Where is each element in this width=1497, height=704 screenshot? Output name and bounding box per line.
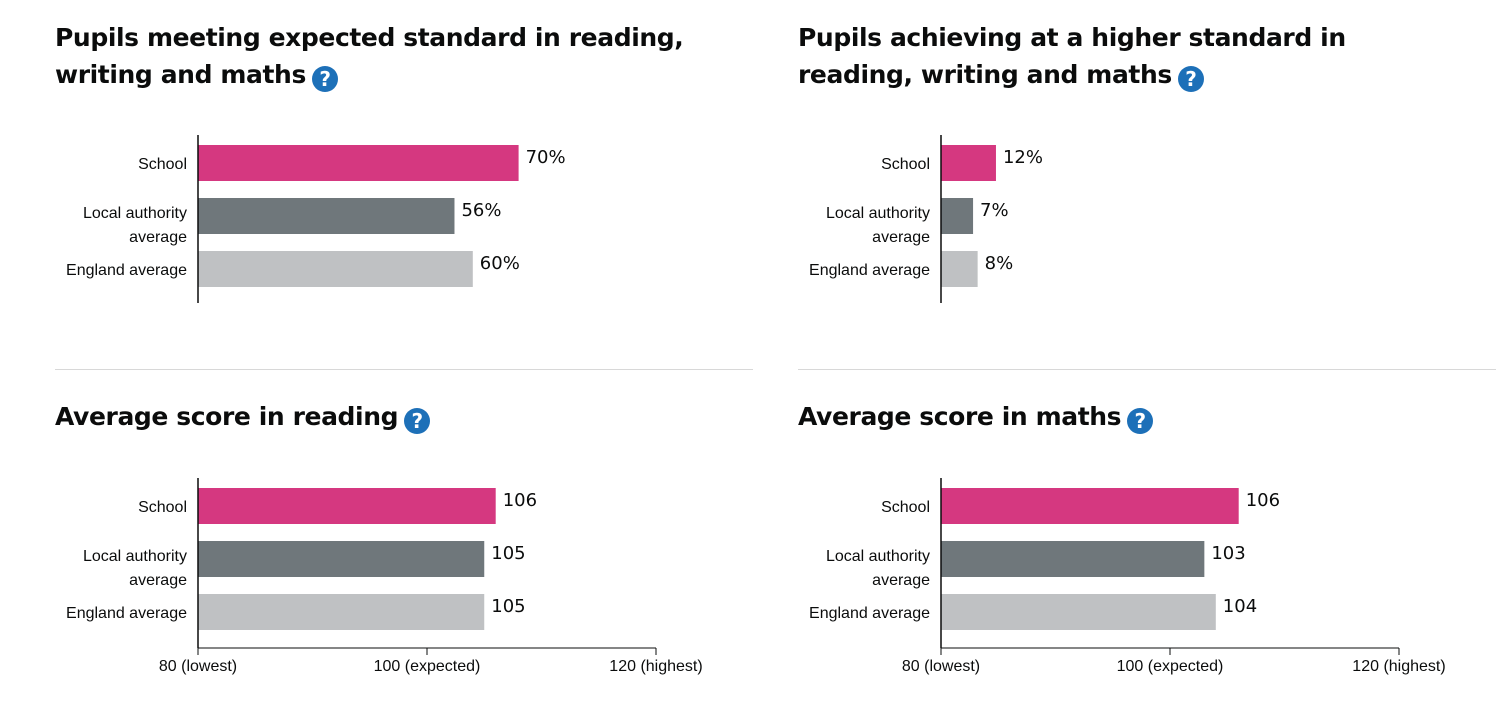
category-label: School — [881, 499, 930, 516]
panel-reading-score: Average score in reading? — [55, 398, 755, 435]
data-label: 12% — [1003, 147, 1043, 168]
help-icon[interactable]: ? — [1127, 408, 1154, 434]
panel-higher-standard: Pupils achieving at a higher standard in… — [798, 19, 1438, 93]
section-divider — [55, 369, 753, 370]
category-label: Local authority average — [826, 548, 930, 589]
data-label: 105 — [491, 543, 525, 564]
help-icon[interactable]: ? — [404, 408, 431, 434]
chart-expected-standard: 70% School 56% Local authority average 60% Eng… — [66, 135, 566, 303]
chart-higher-standard: 12% School 7% Local authority average 8% Engla… — [809, 135, 1043, 303]
category-label: School — [138, 499, 187, 516]
chart-reading-score: 106 School 105 Local authority average 105 Eng… — [66, 478, 703, 675]
x-tick-label: 120 (highest) — [1352, 658, 1445, 675]
bar-england — [941, 251, 978, 287]
x-tick-label: 120 (highest) — [609, 658, 702, 675]
category-label: England average — [809, 262, 930, 279]
data-label: 60% — [480, 253, 520, 274]
section-divider — [798, 369, 1496, 370]
bar-england — [941, 594, 1216, 630]
bar-school — [941, 488, 1239, 524]
category-label: Local authority average — [83, 548, 187, 589]
category-label: England average — [66, 262, 187, 279]
bar-school — [941, 145, 996, 181]
bar-school — [198, 488, 496, 524]
panel-title: Average score in reading? — [55, 398, 755, 435]
help-icon[interactable]: ? — [311, 66, 338, 92]
panel-title: Pupils meeting expected standard in read… — [55, 23, 684, 92]
panel-title: Average score in maths? — [798, 398, 1497, 435]
bar-england — [198, 594, 485, 630]
data-label: 56% — [461, 200, 501, 221]
panel-maths-score: Average score in maths? — [798, 398, 1497, 435]
x-tick-label: 100 (expected) — [1117, 658, 1224, 675]
chart-maths-score: 106 School 103 Local authority average 104 Eng… — [809, 478, 1446, 675]
data-label: 106 — [1246, 490, 1280, 511]
category-label: England average — [809, 605, 930, 622]
data-label: 70% — [526, 147, 566, 168]
bar-local-authority — [198, 541, 485, 577]
x-tick-label: 100 (expected) — [374, 658, 481, 675]
bar-local-authority — [198, 198, 455, 234]
category-label: Local authority average — [826, 205, 930, 246]
data-label: 103 — [1211, 543, 1245, 564]
category-label: School — [881, 156, 930, 173]
x-tick-label: 80 (lowest) — [159, 658, 237, 675]
category-label: School — [138, 156, 187, 173]
data-label: 104 — [1223, 596, 1257, 617]
panel-expected-standard: Pupils meeting expected standard in read… — [55, 19, 755, 93]
data-label: 8% — [985, 253, 1014, 274]
help-icon[interactable]: ? — [1177, 66, 1204, 92]
data-label: 7% — [980, 200, 1009, 221]
bar-school — [198, 145, 519, 181]
panel-title: Pupils achieving at a higher standard in… — [798, 23, 1346, 92]
bar-england — [198, 251, 473, 287]
category-label: England average — [66, 605, 187, 622]
data-label: 105 — [491, 596, 525, 617]
category-label: Local authority average — [83, 205, 187, 246]
data-label: 106 — [503, 490, 537, 511]
bar-local-authority — [941, 198, 974, 234]
bar-local-authority — [941, 541, 1205, 577]
x-tick-label: 80 (lowest) — [902, 658, 980, 675]
